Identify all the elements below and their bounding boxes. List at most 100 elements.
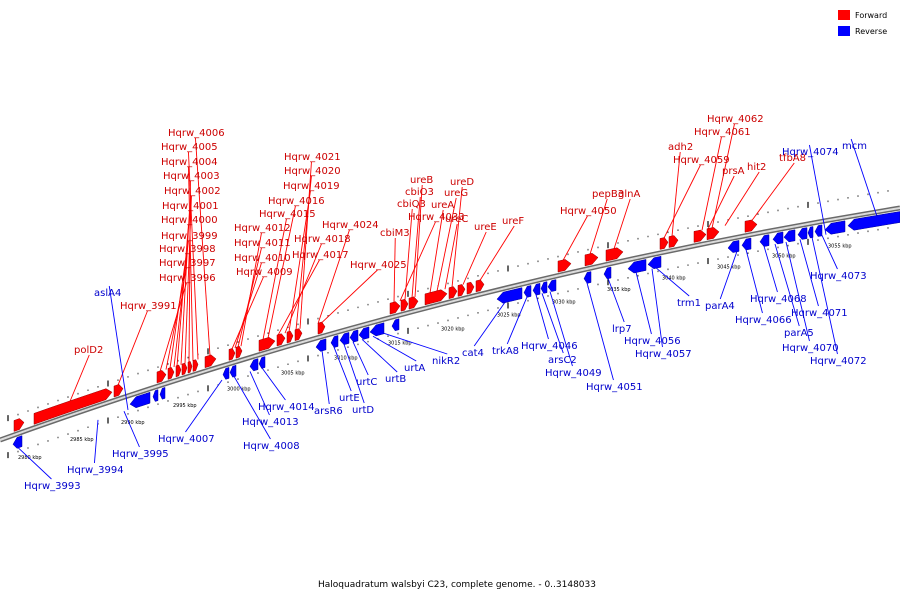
forward-gene-label: glnA (618, 189, 640, 200)
forward-gene (175, 364, 182, 378)
reverse-gene-label: urtE (339, 393, 360, 404)
kbp-tick-label: 2990 kbp (121, 420, 145, 426)
leader-line (462, 231, 487, 285)
reverse-gene-label: cat4 (462, 348, 484, 359)
reverse-gene (258, 356, 266, 369)
leader-line (451, 186, 463, 288)
kbp-tick-label: 3035 kbp (607, 287, 631, 293)
reverse-gene-label: Hqrw_3995 (112, 449, 169, 460)
forward-gene (605, 247, 624, 262)
reverse-gene-label: parA4 (705, 301, 735, 312)
leader-line (411, 196, 421, 298)
kbp-tick-label: 3045 kbp (717, 264, 741, 270)
leader-line (185, 379, 223, 433)
leader-line (267, 205, 296, 339)
forward-gene-label: Hqrw_4059 (673, 155, 730, 166)
reverse-gene-label: Hqrw_3993 (24, 481, 81, 492)
leader-line (850, 138, 881, 226)
leader-line (383, 332, 448, 355)
leader-line (707, 175, 735, 230)
reverse-gene (249, 358, 259, 372)
leader-line (17, 447, 52, 480)
forward-gene-label: Hqrw_3997 (159, 258, 216, 269)
leader-line (589, 198, 608, 255)
forward-gene (457, 284, 466, 297)
reverse-gene (583, 271, 592, 284)
reverse-gene-label: Hqrw_4074 (782, 147, 839, 158)
forward-gene-label: Hqrw_4050 (560, 206, 617, 217)
forward-gene-label: tfbA8 (779, 153, 806, 164)
leader-line (651, 268, 663, 348)
forward-gene-label: Hqrw_4019 (283, 181, 340, 192)
leader-line (607, 278, 625, 323)
gene-features (12, 211, 900, 449)
forward-gene-label: Hqrw_4033 (408, 212, 465, 223)
kbp-tick-label: 3055 kbp (828, 244, 852, 250)
reverse-gene-label: Hqrw_4056 (624, 336, 681, 347)
reverse-gene (523, 285, 532, 298)
leader-line (719, 251, 738, 300)
kbp-tick-label: 3025 kbp (497, 313, 521, 319)
reverse-gene-label: Hqrw_4057 (635, 349, 692, 360)
forward-gene-label: Hqrw_4000 (161, 215, 218, 226)
forward-gene-label: pepB3 (592, 189, 624, 200)
leader-line (809, 144, 827, 235)
reverse-gene (783, 229, 796, 243)
leader-line (444, 223, 458, 290)
leader-line (188, 166, 194, 362)
forward-gene (167, 367, 175, 380)
forward-gene (286, 330, 294, 344)
forward-gene-label: Hqrw_4017 (292, 250, 349, 261)
reverse-gene (369, 322, 385, 337)
forward-gene-label: Hqrw_4018 (294, 234, 351, 245)
leader-line (404, 208, 413, 300)
reverse-gene (547, 279, 557, 292)
leader-line (473, 301, 506, 347)
forward-gene-label: Hqrw_4005 (161, 142, 218, 153)
forward-gene-label: adh2 (668, 142, 693, 153)
reverse-gene-label: arsC2 (548, 355, 577, 366)
reverse-gene-label: Hqrw_4046 (521, 341, 578, 352)
leader-line (321, 269, 378, 323)
leader-line (671, 151, 681, 237)
forward-gene (557, 259, 572, 273)
reverse-gene-label: Hqrw_4008 (243, 441, 300, 452)
reverse-gene (12, 435, 23, 449)
reverse-gene (330, 335, 339, 348)
forward-gene-label: Hqrw_4024 (322, 220, 379, 231)
reverse-gene-label: arsR6 (314, 406, 343, 417)
leader-line (173, 240, 189, 368)
leader-line (799, 239, 819, 307)
reverse-gene (339, 332, 350, 346)
forward-gene (294, 328, 303, 342)
forward-gene-label: Hqrw_4002 (164, 186, 221, 197)
forward-gene (400, 298, 409, 312)
leader-line (288, 190, 311, 333)
leader-line (535, 294, 549, 340)
forward-gene-label: cbiO3 (405, 187, 434, 198)
leader-line (774, 243, 800, 327)
forward-gene-label: ureD (450, 177, 474, 188)
leader-line (321, 350, 330, 405)
reverse-gene-label: Hqrw_4073 (810, 271, 867, 282)
leader-line (361, 338, 398, 373)
forward-gene (584, 252, 599, 267)
leader-line (701, 136, 722, 231)
forward-gene-label: Hqrw_3996 (159, 273, 216, 284)
leader-line (541, 293, 564, 354)
leader-line (352, 341, 369, 376)
leader-line (393, 237, 396, 303)
reverse-gene-label: trm1 (677, 298, 701, 309)
forward-gene (156, 370, 167, 384)
reverse-gene (229, 364, 237, 378)
reverse-gene (772, 231, 784, 245)
forward-gene (181, 362, 188, 376)
forward-gene (258, 337, 276, 352)
leader-line (711, 123, 735, 229)
leader-line (821, 235, 838, 270)
forward-gene-label: ureC (445, 214, 468, 225)
reverse-gene (159, 387, 166, 400)
leader-line (751, 162, 795, 221)
forward-gene-label: cbiM3 (380, 228, 410, 239)
